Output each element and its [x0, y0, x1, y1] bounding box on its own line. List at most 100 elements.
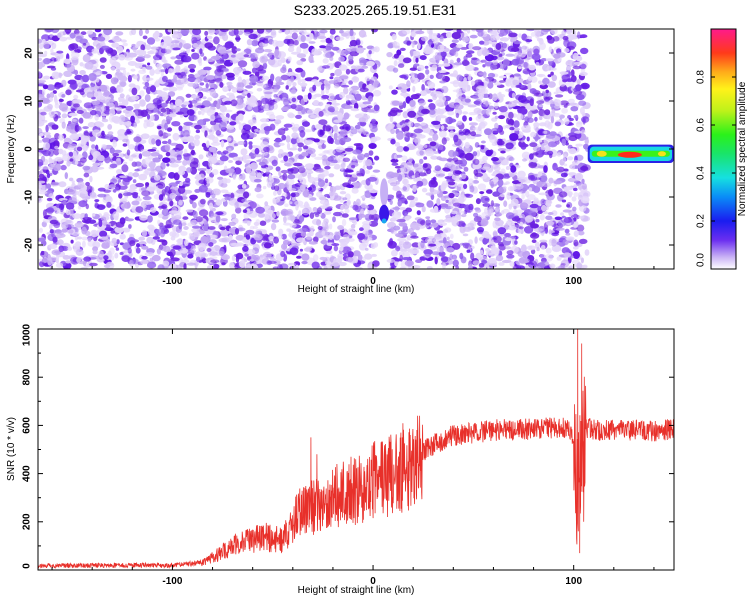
- spectrogram-cell: [365, 159, 372, 167]
- spectrogram-cell: [575, 94, 585, 101]
- spectrogram-cell: [105, 98, 111, 107]
- spectrogram-cell: [110, 178, 118, 184]
- spectrogram-cell: [249, 162, 258, 170]
- spectrogram-cell: [45, 124, 49, 133]
- spectrogram-cell: [202, 106, 212, 113]
- spectrogram-cell: [541, 151, 550, 155]
- spectrogram-cell: [161, 140, 168, 145]
- spectrogram-cell: [561, 107, 568, 114]
- spectrogram-cell: [287, 112, 294, 118]
- spectrogram-cell: [89, 191, 97, 198]
- spectrogram-cell: [456, 147, 460, 152]
- spectrogram-cell: [254, 147, 260, 155]
- spectrogram-cell: [184, 239, 189, 247]
- spectrogram-cell: [163, 245, 171, 253]
- spectrogram-cell: [219, 155, 229, 162]
- spectrogram-cell: [346, 102, 353, 105]
- spectrogram-cell: [335, 146, 345, 153]
- spectrogram-cell: [207, 226, 216, 230]
- spectrogram-cell: [241, 155, 251, 160]
- spectrogram-cell: [392, 67, 399, 73]
- spectrogram-cell: [308, 187, 313, 191]
- spectrogram-cell: [38, 61, 43, 70]
- spectrogram-cell: [105, 242, 110, 248]
- spectrogram-cell: [169, 200, 174, 207]
- spectrogram-cell: [291, 32, 298, 40]
- spectrogram-cell: [148, 182, 157, 189]
- spectrogram-cell: [508, 111, 514, 120]
- spectrogram-cell: [353, 181, 362, 189]
- spectrogram-cell: [346, 199, 351, 206]
- spectrogram-cell: [359, 87, 369, 93]
- spectrogram-cell: [283, 155, 289, 162]
- spectrogram-cell: [83, 256, 92, 262]
- spectrogram-cell: [156, 248, 161, 255]
- spectrogram-cell: [323, 211, 332, 215]
- spectrogram-cell: [354, 124, 361, 130]
- spectrogram-cell: [420, 122, 427, 126]
- spectrogram-cell: [109, 108, 116, 117]
- spectrogram-cell: [141, 190, 151, 197]
- spectrogram-cell: [498, 106, 508, 113]
- spectrogram-cell: [221, 254, 230, 261]
- spectrogram-cell: [303, 247, 312, 252]
- spectrogram-cell: [172, 245, 182, 250]
- spectrogram-cell: [491, 78, 497, 83]
- spectrogram-cell: [182, 159, 188, 166]
- spectrogram-cell: [296, 53, 307, 59]
- spectrogram-cell: [188, 233, 194, 237]
- spectrogram-cell: [183, 132, 190, 138]
- spectrogram-cell: [388, 238, 393, 247]
- spectrogram-cell: [233, 29, 239, 36]
- spectrogram-cell: [38, 159, 44, 167]
- spectrogram-cell: [82, 240, 86, 248]
- spectrogram-cell: [119, 252, 124, 255]
- spectrogram-cell: [199, 48, 203, 55]
- spectrogram-cell: [111, 237, 118, 244]
- spectrogram-cell: [127, 247, 132, 254]
- spectrogram-cell: [269, 157, 274, 161]
- spectrogram-cell: [249, 225, 255, 230]
- spectrogram-cell: [391, 33, 397, 41]
- spectrogram-cell: [259, 55, 269, 64]
- spectrogram-cell: [514, 240, 518, 245]
- spectrogram-cell: [545, 96, 553, 100]
- spectrogram-cell: [80, 157, 87, 163]
- spectrogram-cell: [149, 207, 157, 213]
- spectrogram-cell: [248, 33, 258, 40]
- spectrogram-cell: [127, 61, 137, 66]
- spectrogram-cell: [475, 208, 482, 213]
- spectrogram-cell: [300, 34, 306, 43]
- spectrogram-cell: [509, 173, 515, 178]
- spectrogram-cell: [112, 35, 121, 43]
- spectrogram-cell: [63, 58, 72, 64]
- spectrogram-cell: [96, 154, 105, 162]
- spectrogram-cell: [530, 131, 537, 138]
- spectrogram-cell: [268, 57, 276, 66]
- spectrogram-cell: [210, 259, 220, 264]
- spectrogram-cell: [316, 207, 323, 214]
- spectrogram-cell: [345, 94, 355, 99]
- spectrogram-cell: [320, 39, 327, 43]
- spectrogram-cell: [154, 68, 161, 75]
- spectrogram-cell: [301, 32, 311, 36]
- spectrogram-cell: [424, 65, 429, 69]
- spectrogram-cell: [440, 195, 447, 201]
- spectrogram-cell: [313, 99, 320, 106]
- spectrogram-cell: [116, 239, 120, 245]
- spectrogram-cell: [361, 239, 369, 247]
- spectrogram-cell: [84, 213, 88, 220]
- spectrogram-cell: [282, 173, 288, 181]
- spectrogram-cell: [309, 197, 317, 201]
- spectrogram-cell: [429, 187, 435, 193]
- spectrogram-cell: [528, 245, 533, 250]
- spectrogram-cell: [482, 155, 488, 161]
- spectrogram-cell: [137, 55, 145, 60]
- spectrogram-cell: [220, 189, 229, 194]
- spectrogram-cell: [40, 166, 51, 170]
- spectrogram-cell: [288, 201, 293, 205]
- spectrogram-cell: [59, 230, 64, 236]
- spectrogram-cell: [221, 116, 230, 122]
- spectrogram-cell: [297, 142, 305, 148]
